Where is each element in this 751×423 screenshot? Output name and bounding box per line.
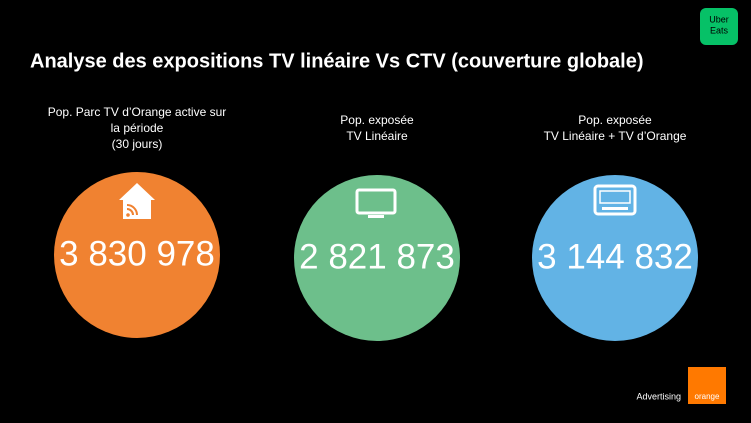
metrics: Pop. Parc TV d’Orange active sur la pério… — [48, 105, 693, 276]
footer-text: Advertising — [636, 391, 681, 401]
wifi-icon — [126, 204, 138, 216]
metric-label: Pop. Parc TV d’Orange active sur — [48, 105, 227, 119]
tv-controls — [602, 207, 628, 210]
wifi-dot — [126, 213, 130, 217]
metric-value: 2 821 873 — [299, 237, 455, 276]
metric-label: la période — [111, 121, 164, 135]
metric-label: Pop. exposée — [578, 113, 652, 127]
metric-value: 3 830 978 — [59, 234, 215, 273]
metric-circle — [294, 175, 460, 341]
orange-logo — [688, 367, 726, 404]
metric-label: (30 jours) — [112, 137, 163, 151]
metric-label: TV Linéaire — [346, 129, 408, 143]
tv-screen — [599, 190, 631, 204]
metric-value: 3 144 832 — [537, 237, 693, 276]
metric-label: TV Linéaire + TV d’Orange — [544, 129, 687, 143]
metric-circle — [54, 172, 220, 338]
orange-logo-text: orange — [695, 392, 720, 401]
tv-icon — [593, 184, 637, 216]
tv-icon — [355, 188, 397, 215]
metric-circle — [532, 175, 698, 341]
logo-text: Uber — [709, 14, 729, 24]
title: Analyse des expositions TV linéaire Vs C… — [30, 50, 644, 72]
tv-stand — [368, 215, 384, 218]
metric-label: Pop. exposée — [340, 113, 414, 127]
logo-text: Eats — [710, 25, 729, 35]
uber-eats-logo — [700, 8, 738, 45]
